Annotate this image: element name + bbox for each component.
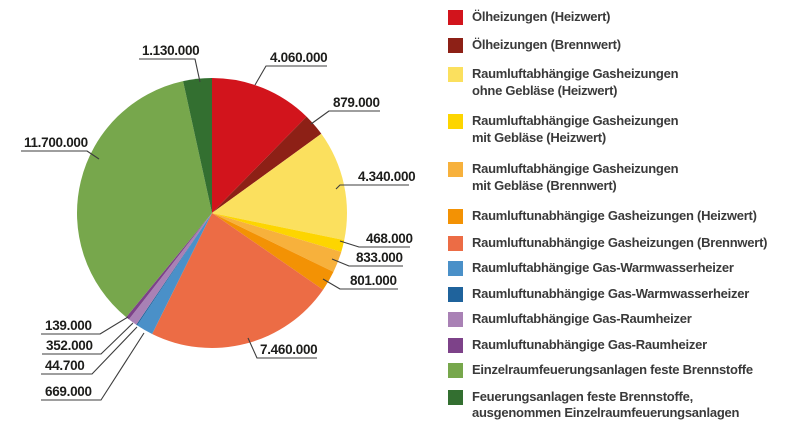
value-label-oelheizungen-heizwert: 4.060.000 <box>270 50 327 65</box>
callout-line-raumluftunabh-gas-warmwasserheizer <box>41 326 138 375</box>
legend-item-raumluftunabh-gas-brennwert: Raumluftunabhängige Gasheizungen (Brennw… <box>448 235 788 252</box>
value-label-raumluftabh-gas-mit-geblaese-heizwert: 468.000 <box>366 231 413 246</box>
pie-slice-oelheizungen-brennwert <box>212 116 322 213</box>
legend-swatch-raumluftunabh-gas-heizwert <box>448 209 463 224</box>
legend-item-label: Raumluftabhängige Gasheizungen mit Gebläs… <box>472 161 679 194</box>
callout-line-oelheizungen-brennwert <box>310 110 380 125</box>
pie-slice-raumluftunabh-gas-heizwert <box>212 213 334 290</box>
pie-slice-raumluftunabh-gas-raumheizer <box>126 213 212 320</box>
legend-item-raumluftunabh-gas-raumheizer: Raumluftunabhängige Gas-Raumheizer <box>448 337 788 354</box>
legend-swatch-raumluftabh-gas-mit-geblaese-heizwert <box>448 114 463 129</box>
pie-slice-raumluftunabh-gas-brennwert <box>152 213 324 349</box>
callout-line-raumluftunabh-gas-raumheizer <box>41 316 129 335</box>
legend-swatch-raumluftunabh-gas-raumheizer <box>448 337 463 353</box>
legend-item-label: Ölheizungen (Heizwert) <box>472 9 610 26</box>
callout-line-raumluftabh-gas-raumheizer <box>42 322 134 355</box>
legend-item-feuerungsanlagen-feste-brennstoffe: Feuerungsanlagen feste Brennstoffe, ausge… <box>448 389 788 422</box>
legend-item-label: Raumluftabhängige Gasheizungen mit Gebläs… <box>472 113 679 146</box>
value-label-raumluftabh-gas-raumheizer: 352.000 <box>46 338 93 353</box>
legend-swatch-raumluftunabh-gas-warmwasserheizer <box>448 286 463 302</box>
legend-swatch-oelheizungen-heizwert <box>448 10 463 25</box>
legend-label-line: ausgenommen Einzelraumfeuerungsanlagen <box>472 405 740 420</box>
pie-slice-raumluftabh-gas-mit-geblaese-heizwert <box>212 213 345 252</box>
legend-item-label: Raumluftabhängige Gas-Raumheizer <box>472 311 692 328</box>
legend-label-line: mit Gebläse (Heizwert) <box>472 129 606 145</box>
value-label-raumluftunabh-gas-heizwert: 801.000 <box>350 273 397 288</box>
legend-item-raumluftabh-gas-mit-geblaese-brennwert: Raumluftabhängige Gasheizungen mit Gebläs… <box>448 161 788 194</box>
legend-swatch-oelheizungen-brennwert <box>448 37 463 53</box>
callout-line-raumluftabh-gas-mit-geblaese-brennwert <box>331 258 403 267</box>
legend-swatch-raumluftabh-gas-mit-geblaese-brennwert <box>448 162 463 177</box>
legend-item-label: Feuerungsanlagen feste Brennstoffe, ausge… <box>472 389 739 422</box>
legend-item-label: Raumluftunabhängige Gasheizungen (Brennw… <box>472 234 768 252</box>
legend-label-line: Raumluftunabhängige Gas-Warmwasserheizer <box>472 285 750 301</box>
legend-swatch-raumluftabh-gas-warmwasserheizer <box>448 261 463 276</box>
pie-slice-raumluftabh-gas-warmwasserheizer <box>137 213 212 335</box>
value-label-raumluftabh-gas-warmwasserheizer: 669.000 <box>45 384 92 399</box>
legend-swatch-raumluftabh-gas-ohne-geblaese-heizwert <box>448 67 463 82</box>
value-label-raumluftabh-gas-mit-geblaese-brennwert: 833.000 <box>356 250 403 265</box>
legend-item-oelheizungen-heizwert: Ölheizungen (Heizwert) <box>448 9 788 26</box>
legend-swatch-einzelraumfeuerung-feste-brennstoffe <box>448 363 463 378</box>
pie-slice-raumluftabh-gas-ohne-geblaese-heizwert <box>212 133 347 241</box>
legend-item-einzelraumfeuerung-feste-brennstoffe: Einzelraumfeuerungsanlagen feste Brennst… <box>448 362 788 379</box>
legend-item-raumluftabh-gas-ohne-geblaese-heizwert: Raumluftabhängige Gasheizungen ohne Geblä… <box>448 66 788 99</box>
value-label-einzelraumfeuerung-feste-brennstoffe: 11.700.000 <box>24 135 88 150</box>
legend-label-line: Raumluftabhängige Gasheizungen <box>472 113 679 128</box>
legend-label-line: Raumluftabhängige Gasheizungen <box>472 66 679 81</box>
legend-label-line: mit Gebläse (Brennwert) <box>472 177 617 193</box>
legend-label-line: Raumluftunabhängige Gasheizungen (Brennw… <box>472 234 768 250</box>
callout-line-einzelraumfeuerung-feste-brennstoffe <box>21 150 100 160</box>
legend-item-label: Raumluftabhängige Gas-Warmwasserheizer <box>472 260 734 277</box>
value-label-raumluftunabh-gas-raumheizer: 139.000 <box>45 318 92 333</box>
callout-line-raumluftabh-gas-mit-geblaese-heizwert <box>339 240 410 248</box>
pie-slice-oelheizungen-heizwert <box>212 78 307 213</box>
legend-label-line: Raumluftabhängige Gas-Warmwasserheizer <box>472 260 734 275</box>
legend-label-line: Raumluftabhängige Gas-Raumheizer <box>472 311 692 326</box>
legend-item-label: Einzelraumfeuerungsanlagen feste Brennst… <box>472 362 753 379</box>
callout-line-raumluftunabh-gas-brennwert <box>247 337 317 359</box>
pie-slice-feuerungsanlagen-feste-brennstoffe <box>183 78 212 213</box>
legend-label-line: Raumluftunabhängige Gasheizungen (Heizwe… <box>472 208 757 223</box>
value-label-oelheizungen-brennwert: 879.000 <box>333 95 380 110</box>
legend-label-line: Feuerungsanlagen feste Brennstoffe, <box>472 388 693 404</box>
callout-line-raumluftabh-gas-ohne-geblaese-heizwert <box>335 184 409 190</box>
value-label-raumluftabh-gas-ohne-geblaese-heizwert: 4.340.000 <box>358 169 415 184</box>
pie-slice-raumluftabh-gas-mit-geblaese-brennwert <box>212 213 342 272</box>
legend-item-label: Raumluftabhängige Gasheizungen ohne Geblä… <box>472 66 679 99</box>
legend-item-raumluftabh-gas-warmwasserheizer: Raumluftabhängige Gas-Warmwasserheizer <box>448 260 788 277</box>
value-label-feuerungsanlagen-feste-brennstoffe: 1.130.000 <box>142 43 199 58</box>
legend-item-label: Ölheizungen (Brennwert) <box>472 37 621 54</box>
pie-slice-raumluftabh-gas-raumheizer <box>128 213 212 325</box>
pie-slice-raumluftunabh-gas-warmwasserheizer <box>136 213 212 326</box>
legend-item-oelheizungen-brennwert: Ölheizungen (Brennwert) <box>448 37 788 54</box>
callout-line-raumluftabh-gas-warmwasserheizer <box>41 332 145 401</box>
value-label-raumluftunabh-gas-warmwasserheizer: 44.700 <box>45 358 85 373</box>
pie-slice-einzelraumfeuerung-feste-brennstoffe <box>77 81 212 318</box>
callout-line-raumluftunabh-gas-heizwert <box>322 278 398 290</box>
legend-label-line: ohne Gebläse (Heizwert) <box>472 82 618 98</box>
legend-item-label: Raumluftunabhängige Gas-Raumheizer <box>472 337 707 354</box>
legend-item-raumluftabh-gas-raumheizer: Raumluftabhängige Gas-Raumheizer <box>448 311 788 328</box>
legend-item-label: Raumluftunabhängige Gas-Warmwasserheizer <box>472 286 749 303</box>
legend-swatch-raumluftunabh-gas-brennwert <box>448 235 463 251</box>
callout-line-feuerungsanlagen-feste-brennstoffe <box>139 58 201 83</box>
legend-label-line: Raumluftabhängige Gasheizungen <box>472 161 679 176</box>
legend-swatch-feuerungsanlagen-feste-brennstoffe <box>448 389 463 405</box>
legend-item-label: Raumluftunabhängige Gasheizungen (Heizwe… <box>472 208 757 225</box>
legend-label-line: Ölheizungen (Heizwert) <box>472 9 611 24</box>
value-label-raumluftunabh-gas-brennwert: 7.460.000 <box>260 342 317 357</box>
legend-item-raumluftunabh-gas-heizwert: Raumluftunabhängige Gasheizungen (Heizwe… <box>448 208 788 225</box>
legend-label-line: Ölheizungen (Brennwert) <box>472 36 621 52</box>
legend-item-raumluftabh-gas-mit-geblaese-heizwert: Raumluftabhängige Gasheizungen mit Gebläs… <box>448 113 788 146</box>
legend: Ölheizungen (Heizwert) Ölheizungen (Brenn… <box>448 9 788 422</box>
callout-line-oelheizungen-heizwert <box>254 65 327 86</box>
legend-label-line: Einzelraumfeuerungsanlagen feste Brennst… <box>472 362 753 377</box>
legend-item-raumluftunabh-gas-warmwasserheizer: Raumluftunabhängige Gas-Warmwasserheizer <box>448 286 788 303</box>
legend-label-line: Raumluftunabhängige Gas-Raumheizer <box>472 336 707 352</box>
legend-swatch-raumluftabh-gas-raumheizer <box>448 312 463 327</box>
